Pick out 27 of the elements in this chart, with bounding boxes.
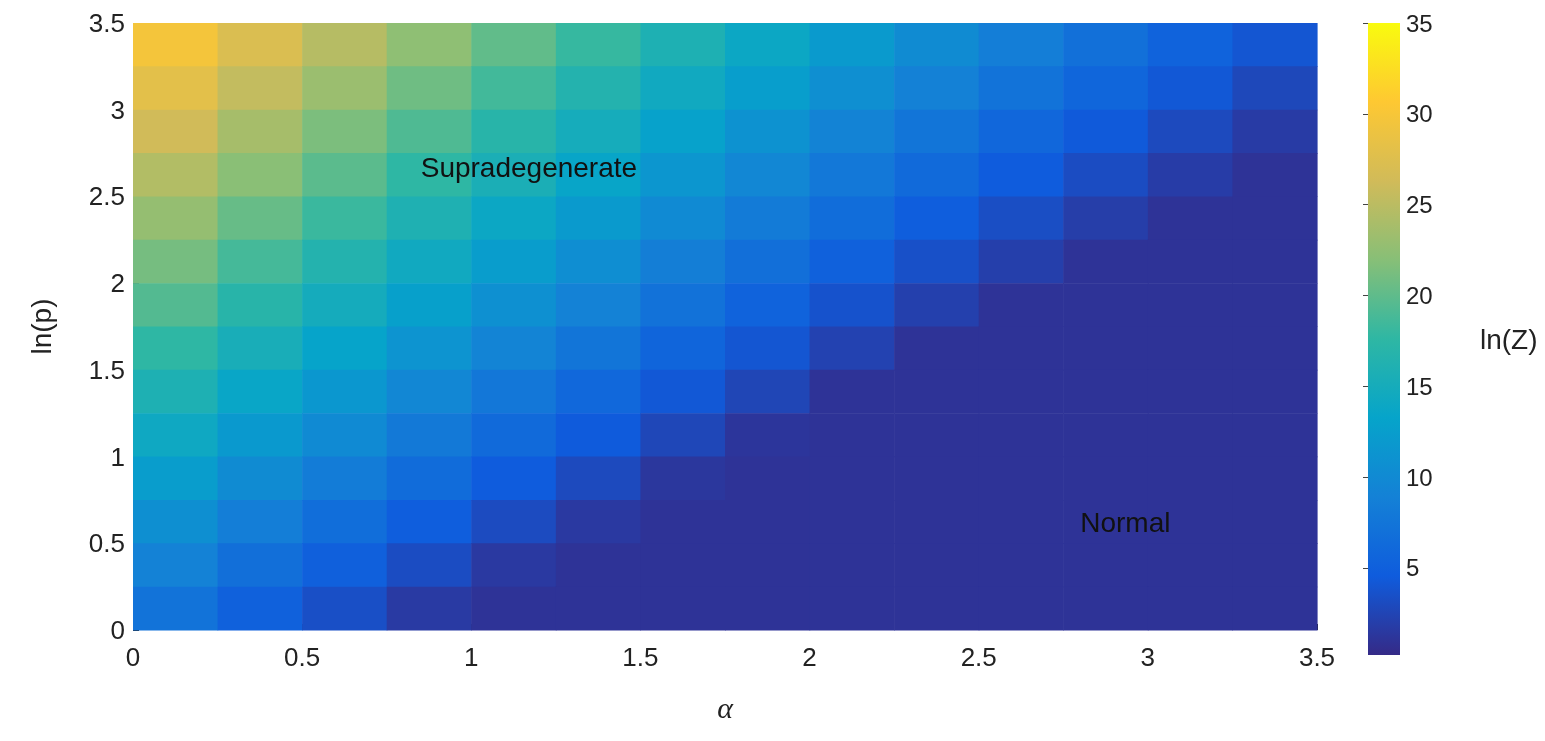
x-tick-label: 1.5 [622, 642, 659, 672]
x-tick-label: 3.5 [1298, 642, 1336, 672]
color-bar-label: 5 [1406, 554, 1420, 582]
x-tick-label: 0.5 [284, 642, 321, 672]
x-tick-label: 3 [1140, 642, 1156, 672]
x-axis-title: α [717, 690, 735, 724]
annotation: Normal [1080, 507, 1171, 539]
color-bar-label: 30 [1406, 100, 1433, 128]
color-bar-label: 10 [1406, 463, 1433, 491]
color-bar-label: 35 [1406, 9, 1433, 37]
color-bar-label: 25 [1406, 191, 1433, 219]
y-tick-label: 3 [110, 94, 125, 125]
y-tick-label: 3.5 [88, 8, 125, 38]
color-bar-label: 20 [1406, 281, 1433, 309]
y-tick-label: 1 [110, 441, 125, 472]
x-tick-label: 2 [802, 642, 817, 672]
y-axis-title: ln(p) [25, 298, 57, 355]
color-bar-label: 15 [1406, 372, 1433, 400]
annotation: Supradegenerate [420, 152, 638, 184]
y-tick-label: 0 [110, 615, 125, 645]
y-tick-label: 1.5 [88, 354, 125, 385]
color-bar-title: ln(Z) [1480, 323, 1538, 355]
x-tick-label: 2.5 [960, 642, 997, 672]
y-tick-label: 2.5 [88, 181, 125, 212]
y-tick-label: 0.5 [88, 528, 125, 559]
x-tick-label: 1 [464, 642, 479, 672]
y-tick-label: 2 [110, 268, 125, 299]
